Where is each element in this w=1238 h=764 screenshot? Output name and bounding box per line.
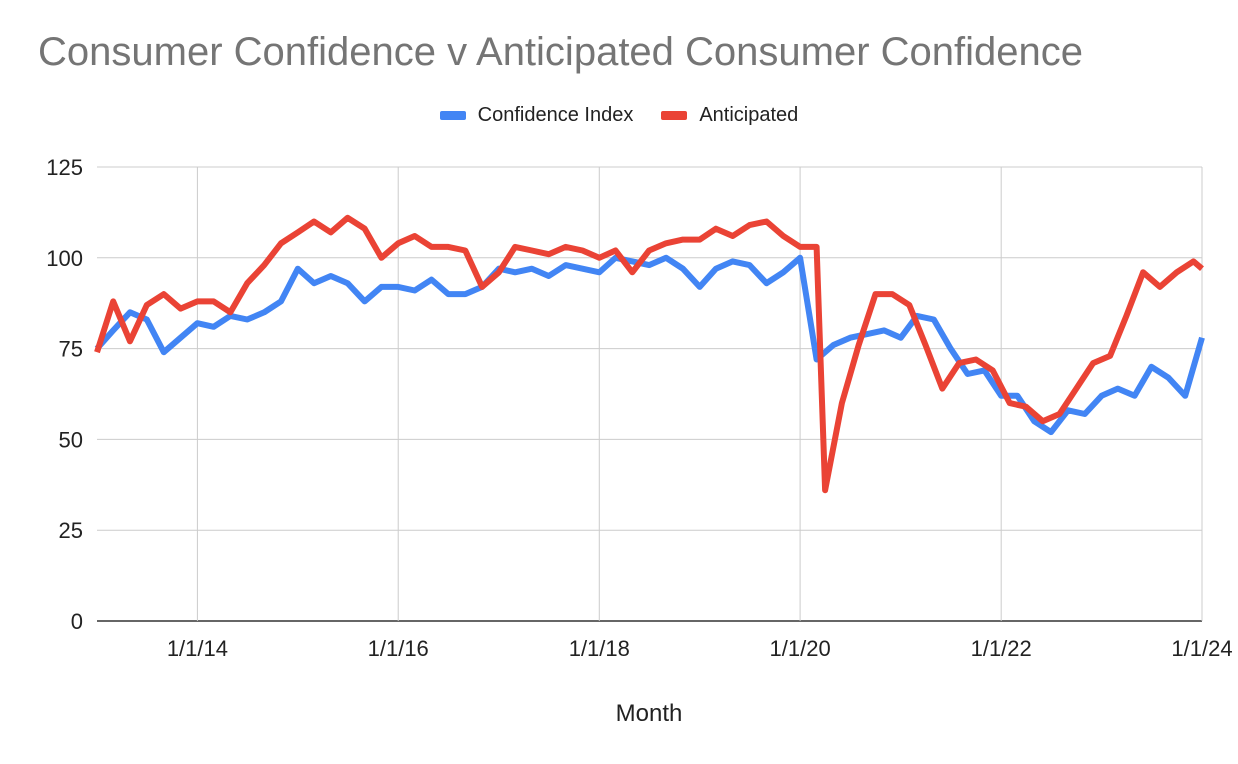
x-tick-label: 1/1/22: [971, 636, 1032, 661]
x-tick-label: 1/1/20: [770, 636, 831, 661]
y-tick-label: 25: [59, 518, 83, 543]
y-tick-label: 0: [71, 609, 83, 634]
y-tick-label: 100: [46, 246, 83, 271]
legend-label-confidence-index: Confidence Index: [477, 103, 634, 126]
x-tick-label: 1/1/14: [167, 636, 228, 661]
series-line-anticipated: [94, 214, 1204, 494]
series-line-confidence-index: [94, 254, 1205, 436]
y-tick-label: 125: [46, 155, 83, 180]
legend-item-anticipated: Anticipated: [661, 104, 798, 127]
y-tick-label: 50: [59, 427, 83, 452]
x-axis-title: Month: [615, 700, 683, 727]
legend-swatch-confidence-index: [439, 110, 466, 120]
x-tick-label: 1/1/16: [368, 636, 429, 661]
series-lines: [94, 214, 1205, 494]
axis-labels: 0 25 50 75 100 125 1/1/14 1/1/16 1/1/18 1/1/20 1/1…: [46, 155, 1232, 661]
gridlines: [97, 166, 1203, 622]
legend: Confidence Index Anticipated: [0, 100, 1238, 130]
x-tick-label: 1/1/18: [569, 636, 630, 661]
y-tick-label: 75: [59, 337, 83, 362]
x-tick-label: 1/1/24: [1171, 636, 1232, 661]
chart-title: Consumer Confidence v Anticipated Consum…: [38, 30, 1084, 74]
legend-swatch-anticipated: [661, 110, 688, 120]
legend-label-anticipated: Anticipated: [699, 103, 799, 126]
legend-item-confidence-index: Confidence Index: [439, 103, 634, 127]
